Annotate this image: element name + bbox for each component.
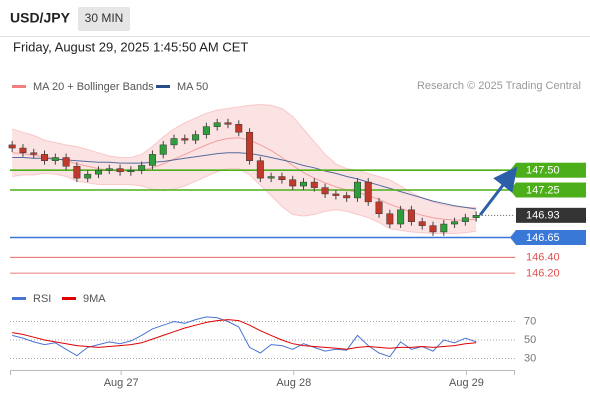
candle-body: [235, 124, 243, 133]
x-tick-label: Aug 29: [449, 377, 484, 389]
candle-body: [300, 181, 307, 187]
candle-body: [127, 169, 135, 173]
candle-body: [472, 215, 480, 218]
candle-body: [73, 166, 81, 179]
candle-body: [213, 122, 221, 127]
candle-body: [332, 193, 340, 196]
candle-body: [310, 181, 318, 188]
candle-body: [170, 138, 178, 146]
rsi-tick-label: 50: [524, 334, 536, 346]
candle-body: [148, 154, 156, 166]
candle-body: [343, 195, 351, 199]
x-tick-label: Aug 28: [276, 377, 311, 389]
candle-body: [19, 147, 27, 154]
legend-label: 9MA: [83, 293, 106, 305]
legend-label: RSI: [33, 293, 51, 305]
level-label: 146.65: [526, 232, 560, 244]
level-tag: [516, 162, 586, 178]
level-tag: [516, 230, 586, 245]
candle-body: [429, 225, 437, 233]
level-tag: [516, 207, 586, 223]
forecast-arrow: [478, 166, 518, 216]
candle-body: [30, 152, 38, 155]
candle-body: [386, 213, 394, 225]
candle-body: [461, 217, 469, 222]
x-tick-label: Aug 27: [104, 377, 139, 389]
legend-label: MA 50: [177, 81, 208, 93]
candle-body: [364, 181, 372, 203]
candle-body: [289, 179, 297, 187]
bollinger-band: [12, 104, 477, 234]
moving-average: [12, 152, 477, 210]
candle-body: [353, 181, 361, 199]
symbol: USD/JPY: [10, 10, 71, 26]
candle-body: [202, 126, 210, 135]
level-label: 147.25: [526, 184, 560, 196]
candle-body: [407, 209, 415, 222]
level-label: 146.20: [526, 268, 560, 280]
candle-body: [375, 201, 383, 214]
candle-body: [192, 134, 200, 141]
legend-swatch: [62, 297, 76, 300]
candle-body: [256, 160, 264, 179]
legend-swatch: [156, 85, 170, 88]
bollinger-edge: [12, 168, 477, 234]
candle-body: [267, 176, 275, 179]
level-tag: [516, 182, 586, 198]
candle-body: [62, 157, 70, 167]
candle-body: [84, 173, 92, 179]
candle-body: [105, 168, 113, 171]
bollinger-edge: [12, 103, 477, 208]
moving-average: [12, 137, 477, 221]
timeframe: 30 MIN: [85, 11, 124, 25]
candle-body: [138, 165, 146, 171]
level-label: 146.40: [526, 252, 560, 264]
level-tag-point: [510, 230, 516, 245]
candle-body: [224, 122, 232, 125]
candle-body: [159, 144, 167, 155]
candle-body: [451, 221, 459, 225]
candle-body: [94, 169, 102, 175]
candle-body: [41, 154, 49, 161]
level-tag-point: [510, 182, 516, 198]
legend-swatch: [12, 297, 26, 300]
level-label: 147.50: [526, 165, 560, 177]
candle-body: [246, 131, 254, 161]
rsi-line: [12, 319, 477, 350]
candle-body: [8, 144, 16, 149]
legend-label: MA 20 + Bollinger Bands: [33, 81, 154, 93]
rsi-tick-label: 30: [524, 352, 536, 364]
candle-body: [397, 209, 405, 225]
credit: Research © 2025 Trading Central: [417, 80, 581, 92]
rsi-tick-label: 70: [524, 315, 536, 327]
candle-body: [321, 187, 329, 195]
level-tag-point: [510, 162, 516, 178]
candle-body: [116, 168, 124, 173]
legend-swatch: [12, 85, 26, 88]
candle-body: [440, 223, 448, 233]
level-label: 146.93: [526, 210, 560, 222]
candle-body: [181, 138, 189, 141]
candle-body: [418, 221, 426, 226]
timeframe-badge: [78, 7, 130, 31]
candle-body: [51, 157, 59, 161]
datetime: Friday, August 29, 2025 1:45:50 AM CET: [13, 39, 248, 54]
candle-body: [278, 176, 286, 180]
